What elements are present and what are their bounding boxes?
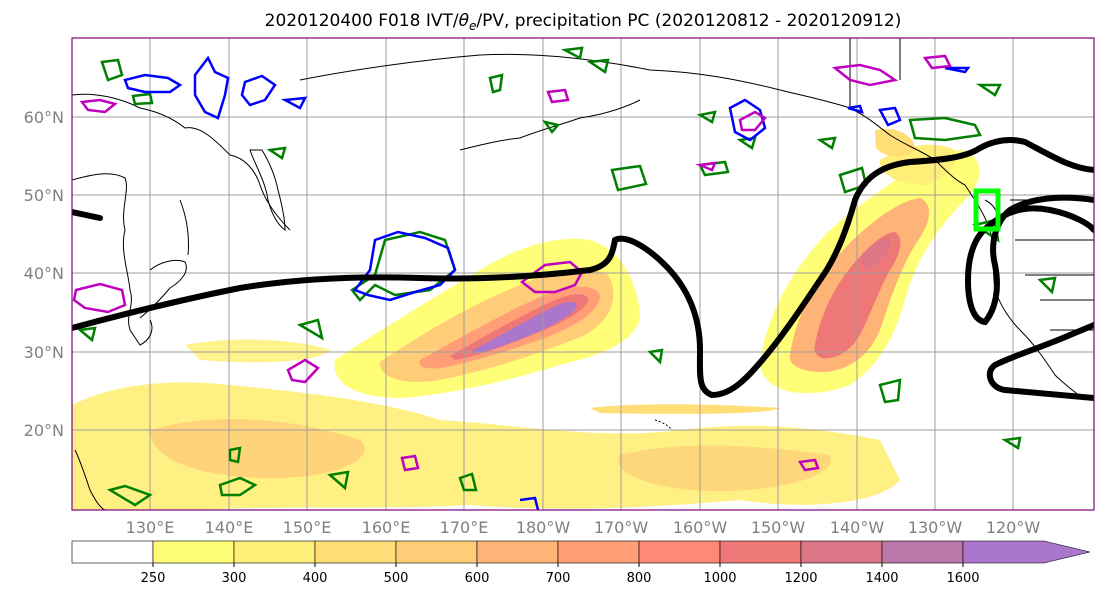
coast-us-states — [1015, 239, 1094, 331]
lat-tick-label: 50°N — [24, 186, 64, 205]
ivt-ar-main-peak — [470, 302, 577, 354]
precip-pc-contours — [72, 54, 952, 472]
colorbar-cell — [800, 540, 883, 564]
coast-sakhalin — [179, 199, 189, 256]
colorbar-cell — [476, 540, 559, 564]
lon-tick-label: 140°W — [830, 518, 885, 537]
ivt-subtrop-strip — [185, 339, 330, 363]
pv-contours — [123, 55, 971, 510]
coast-arctic — [299, 53, 781, 91]
lat-tick-label: 40°N — [24, 264, 64, 283]
colorbar: 250 300 400 500 600 700 800 1000 1200 1400 1600 — [71, 540, 1091, 586]
colorbar-tick-label: 1400 — [865, 571, 898, 586]
lon-tick-label: 170°W — [594, 518, 649, 537]
ivt-strip-east — [590, 404, 780, 414]
lat-tick-label: 20°N — [24, 421, 64, 440]
ivt-contour — [72, 137, 1094, 401]
lat-tick-label: 60°N — [24, 108, 64, 127]
coast-hawaii — [654, 419, 673, 431]
ivt-contour-west — [72, 209, 103, 221]
colorbar-tick-label: 250 — [141, 571, 166, 586]
title-prefix: 2020120400 F018 IVT/ — [265, 11, 459, 31]
colorbar-cell — [719, 540, 802, 564]
lon-tick-label: 180°W — [516, 518, 571, 537]
coast-siberia — [72, 93, 291, 231]
lat-tick-labels: 60°N 50°N 40°N 30°N 20°N — [24, 108, 64, 440]
ivt-contour-south-loop — [986, 322, 1094, 401]
lon-tick-label: 150°W — [751, 518, 806, 537]
colorbar-cell — [638, 540, 721, 564]
lon-tick-label: 130°E — [126, 518, 175, 537]
colorbar-tick-label: 500 — [384, 571, 409, 586]
lon-tick-label: 170°E — [440, 518, 489, 537]
title-suffix: /PV, precipitation PC (2020120812 - 2020… — [476, 11, 901, 31]
ivt-contour-east-loop — [964, 194, 1094, 326]
colorbar-tick-label: 1000 — [703, 571, 736, 586]
title-subscript: e — [469, 19, 476, 33]
lon-tick-label: 120°W — [986, 518, 1041, 537]
coast-kamchatka — [249, 149, 286, 231]
figure-title: 2020120400 F018 IVT/θe/PV, precipitation… — [265, 11, 902, 33]
colorbar-tick-label: 1200 — [784, 571, 817, 586]
colorbar-cell — [71, 540, 154, 564]
colorbar-tick-label: 400 — [303, 571, 328, 586]
colorbar-cell — [881, 540, 964, 564]
target-box — [973, 188, 1001, 232]
colorbar-tick-label: 800 — [627, 571, 652, 586]
lat-tick-label: 30°N — [24, 343, 64, 362]
lon-tick-label: 160°W — [673, 518, 728, 537]
lon-tick-labels: 130°E 140°E 150°E 160°E 170°E 180°W 170°… — [126, 518, 1041, 537]
coast-canada-line — [849, 38, 901, 108]
ivt-contour-jet — [72, 137, 1094, 399]
colorbar-cell — [152, 540, 235, 564]
lon-tick-label: 160°E — [362, 518, 411, 537]
colorbar-extend-arrow — [962, 540, 1091, 564]
ivt-gulf-band — [875, 128, 915, 157]
title-theta: θ — [459, 11, 470, 31]
coast-philippines — [74, 449, 106, 510]
lon-tick-label: 140°E — [205, 518, 254, 537]
map-panel — [71, 37, 1095, 511]
colorbar-tick-label: 600 — [465, 571, 490, 586]
colorbar-cells — [71, 540, 1091, 564]
coast-asia — [72, 173, 153, 346]
ivt-tropical-core — [150, 419, 365, 479]
lon-tick-label: 150°E — [283, 518, 332, 537]
ivt-ar-east-core — [860, 238, 891, 269]
colorbar-tick-labels: 250 300 400 500 600 700 800 1000 1200 1400 1600 — [141, 563, 980, 586]
colorbar-cell — [395, 540, 478, 564]
map-frame — [71, 37, 1095, 511]
ivt-shading — [72, 128, 980, 510]
colorbar-cell — [557, 540, 640, 564]
colorbar-tick-label: 1600 — [946, 571, 979, 586]
colorbar-cell — [233, 540, 316, 564]
colorbar-cell — [314, 540, 397, 564]
lon-tick-label: 130°W — [908, 518, 963, 537]
colorbar-tick-label: 700 — [546, 571, 571, 586]
coast-alaska — [779, 89, 966, 186]
colorbar-tick-label: 300 — [222, 571, 247, 586]
